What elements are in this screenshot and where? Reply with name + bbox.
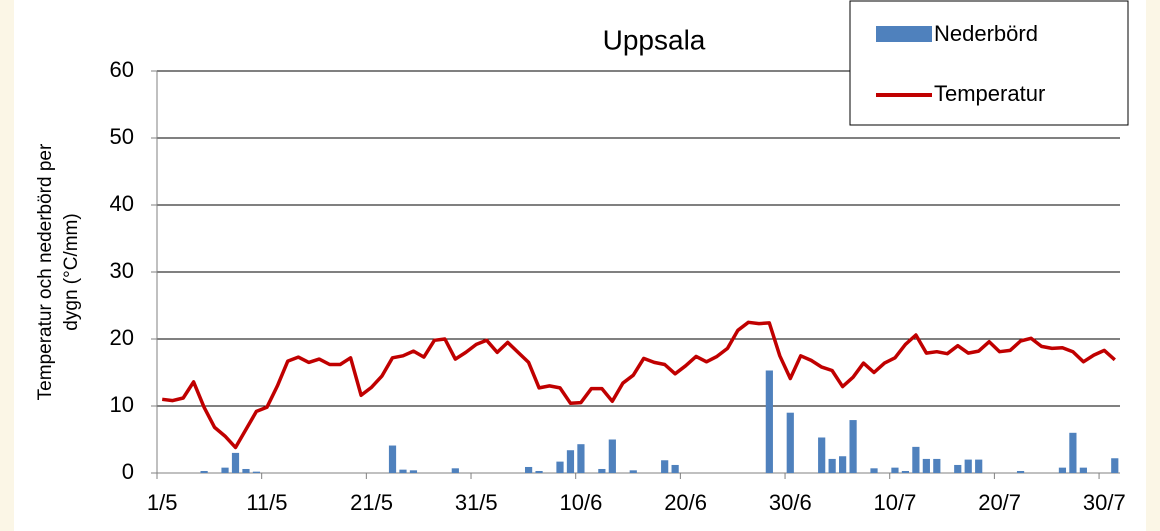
y-tick-label: 60 [110, 57, 134, 82]
line [161, 320, 1116, 450]
bar [252, 471, 261, 473]
bar [535, 470, 543, 473]
x-tick-label: 11/5 [246, 490, 287, 515]
y-tick-label: 30 [110, 258, 134, 283]
legend-label: Nederbörd [934, 21, 1038, 46]
x-tick-label: 10/6 [560, 490, 603, 515]
bar [1016, 470, 1025, 473]
legend-box [849, 0, 1129, 126]
bar [566, 450, 575, 473]
bar [912, 446, 920, 473]
bar [933, 458, 941, 473]
bar [671, 464, 679, 473]
x-tick-label: 20/7 [978, 490, 1021, 515]
bar [598, 468, 606, 473]
bar [922, 458, 930, 473]
bar [608, 439, 616, 473]
bar [1079, 467, 1087, 473]
bar [661, 460, 669, 473]
bar [786, 412, 794, 473]
y-axis-label: dygn (°C/mm) [61, 213, 82, 330]
y-axis-label: Temperatur och nederbörd per [35, 143, 56, 400]
bar [242, 468, 250, 473]
bar [409, 470, 418, 473]
x-tick-label: 31/5 [455, 490, 498, 515]
bar [388, 445, 397, 473]
x-tick-label: 30/6 [769, 490, 812, 515]
bar [1069, 432, 1077, 473]
x-tick-label: 30/7 [1083, 490, 1126, 515]
y-tick-label: 10 [110, 392, 134, 417]
legend-swatch [876, 26, 932, 42]
legend-label: Temperatur [934, 81, 1045, 106]
x-tick-label: 21/5 [350, 490, 393, 515]
x-tick-label: 20/6 [664, 490, 707, 515]
bar [399, 469, 407, 473]
x-tick-label: 10/7 [874, 490, 917, 515]
bar [964, 459, 972, 473]
bar [765, 370, 773, 473]
y-tick-label: 20 [110, 325, 134, 350]
bar [629, 470, 637, 473]
bar [556, 461, 564, 473]
bar [828, 458, 836, 473]
bar [231, 452, 240, 473]
y-tick-label: 40 [110, 191, 134, 216]
bar [577, 444, 585, 473]
bar [818, 437, 826, 473]
y-tick-label: 0 [122, 459, 134, 484]
bar [891, 467, 899, 473]
bar [524, 466, 533, 473]
bar [975, 459, 983, 473]
bar [1058, 467, 1067, 473]
x-tick-label: 1/5 [147, 490, 178, 515]
bar [901, 470, 910, 473]
y-tick-label: 50 [110, 124, 134, 149]
bar [954, 464, 962, 473]
bar [839, 456, 847, 473]
bar [221, 467, 229, 473]
bar [870, 468, 878, 473]
bar [849, 420, 857, 473]
bar [1111, 458, 1119, 473]
bar [200, 470, 208, 473]
bar [451, 468, 459, 473]
chart-title: Uppsala [603, 24, 706, 55]
